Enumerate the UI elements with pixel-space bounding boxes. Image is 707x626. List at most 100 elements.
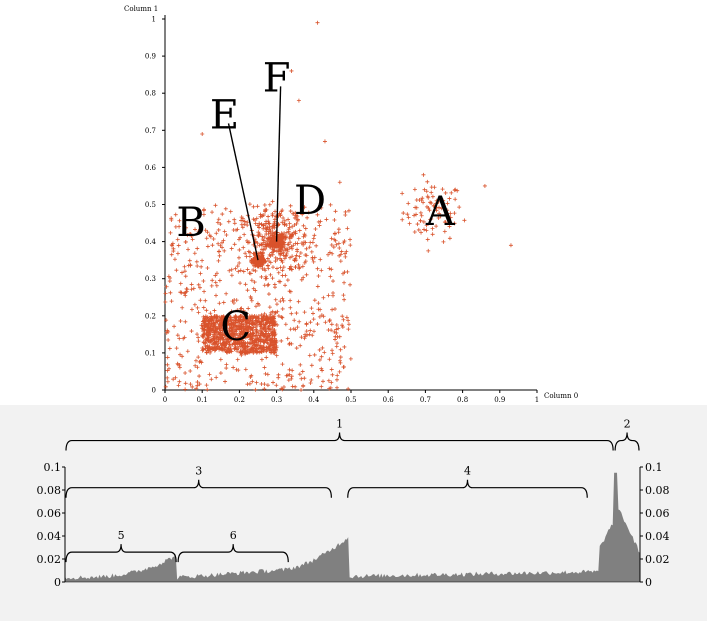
- scatter-point: [224, 233, 229, 238]
- scatter-point: [292, 318, 297, 323]
- scatter-point: [337, 245, 342, 250]
- annotation-leader-line: [275, 86, 282, 242]
- scatter-point: [294, 221, 299, 226]
- scatter-point: [214, 283, 219, 288]
- scatter-point: [183, 293, 188, 298]
- scatter-point: [414, 212, 419, 217]
- scatter-point: [419, 230, 424, 235]
- scatter-point: [248, 337, 253, 342]
- scatter-point: [303, 334, 308, 339]
- scatter-point: [283, 322, 288, 327]
- scatter-point: [209, 318, 214, 323]
- scatter-point: [265, 243, 270, 248]
- scatter-point: [337, 334, 342, 339]
- scatter-point: [288, 298, 293, 303]
- scatter-point: [250, 318, 255, 323]
- scatter-point: [267, 252, 272, 257]
- scatter-point: [338, 360, 343, 365]
- scatter-point: [333, 238, 338, 243]
- scatter-point: [234, 327, 239, 332]
- scatter-point: [223, 379, 228, 384]
- scatter-point: [217, 278, 222, 283]
- scatter-point: [166, 329, 171, 334]
- scatter-point: [232, 242, 237, 247]
- scatter-point: [259, 247, 264, 252]
- scatter-point: [278, 265, 283, 270]
- scatter-point: [424, 228, 429, 233]
- scatter-point: [341, 271, 346, 276]
- scatter-point: [163, 300, 168, 305]
- scatter-point: [345, 269, 350, 274]
- scatter-point: [305, 215, 310, 220]
- scatter-point: [297, 228, 302, 233]
- scatter-point: [266, 292, 271, 297]
- scatter-point: [212, 308, 217, 313]
- scatter-point: [300, 212, 305, 217]
- scatter-point: [189, 329, 194, 334]
- scatter-point: [444, 213, 449, 218]
- scatter-point: [327, 266, 332, 271]
- scatter-point: [413, 205, 418, 210]
- scatter-point: [290, 384, 295, 389]
- scatter-point: [262, 365, 267, 370]
- scatter-point: [412, 187, 417, 192]
- scatter-point: [259, 242, 264, 247]
- scatter-point: [213, 280, 218, 285]
- scatter-point: [267, 305, 272, 310]
- scatter-point: [229, 323, 234, 328]
- scatter-point: [310, 333, 315, 338]
- scatter-point: [298, 343, 303, 348]
- scatter-point: [252, 280, 257, 285]
- scatter-point: [291, 326, 296, 331]
- scatter-point: [188, 382, 193, 387]
- scatter-point: [330, 372, 335, 377]
- scatter-point: [197, 374, 202, 379]
- scatter-point: [289, 68, 294, 73]
- scatter-point: [330, 307, 335, 312]
- scatter-point: [453, 187, 458, 192]
- scatter-point: [332, 231, 337, 236]
- scatter-point: [315, 284, 320, 289]
- scatter-point: [338, 259, 343, 264]
- scatter-point: [227, 340, 232, 345]
- annotation-leader-line: [227, 123, 259, 261]
- scatter-point: [174, 268, 179, 273]
- scatter-chart: 0 0.1 0.2 0.3 0.4 0.5 0.6 0.7 0.8 0.9 1 0 0.1 0.2 0.3 0…: [124, 5, 578, 404]
- scatter-point: [304, 272, 309, 277]
- scatter-point: [302, 310, 307, 315]
- scatter-point: [201, 314, 206, 319]
- scatter-point: [261, 226, 266, 231]
- scatter-point: [234, 367, 239, 372]
- scatter-point: [206, 331, 211, 336]
- scatter-point: [315, 212, 320, 217]
- scatter-point: [218, 243, 223, 248]
- scatter-point: [218, 222, 223, 227]
- scatter-point: [214, 271, 219, 276]
- scatter-point: [188, 368, 193, 373]
- scatter-point: [285, 278, 290, 283]
- scatter-point: [257, 225, 262, 230]
- scatter-point: [272, 285, 277, 290]
- scatter-point: [436, 215, 441, 220]
- scatter-point: [327, 317, 332, 322]
- scatter-point: [263, 274, 268, 279]
- scatter-point: [318, 219, 323, 224]
- scatter-point: [286, 378, 291, 383]
- x-tick-label: 0.7: [420, 396, 431, 404]
- scatter-point: [336, 230, 341, 235]
- scatter-point: [430, 226, 435, 231]
- scatter-point: [212, 348, 217, 353]
- scatter-point: [227, 268, 232, 273]
- scatter-point: [178, 281, 183, 286]
- scatter-point: [319, 354, 324, 359]
- scatter-point: [222, 325, 227, 330]
- scatter-point: [445, 201, 450, 206]
- scatter-point: [196, 339, 201, 344]
- scatter-point: [196, 335, 201, 340]
- segment-label: 3: [195, 465, 202, 478]
- scatter-point: [245, 267, 250, 272]
- scatter-point: [242, 219, 247, 224]
- scatter-point: [334, 242, 339, 247]
- left-y-tick-label: 0.08: [37, 484, 62, 497]
- scatter-point: [256, 330, 261, 335]
